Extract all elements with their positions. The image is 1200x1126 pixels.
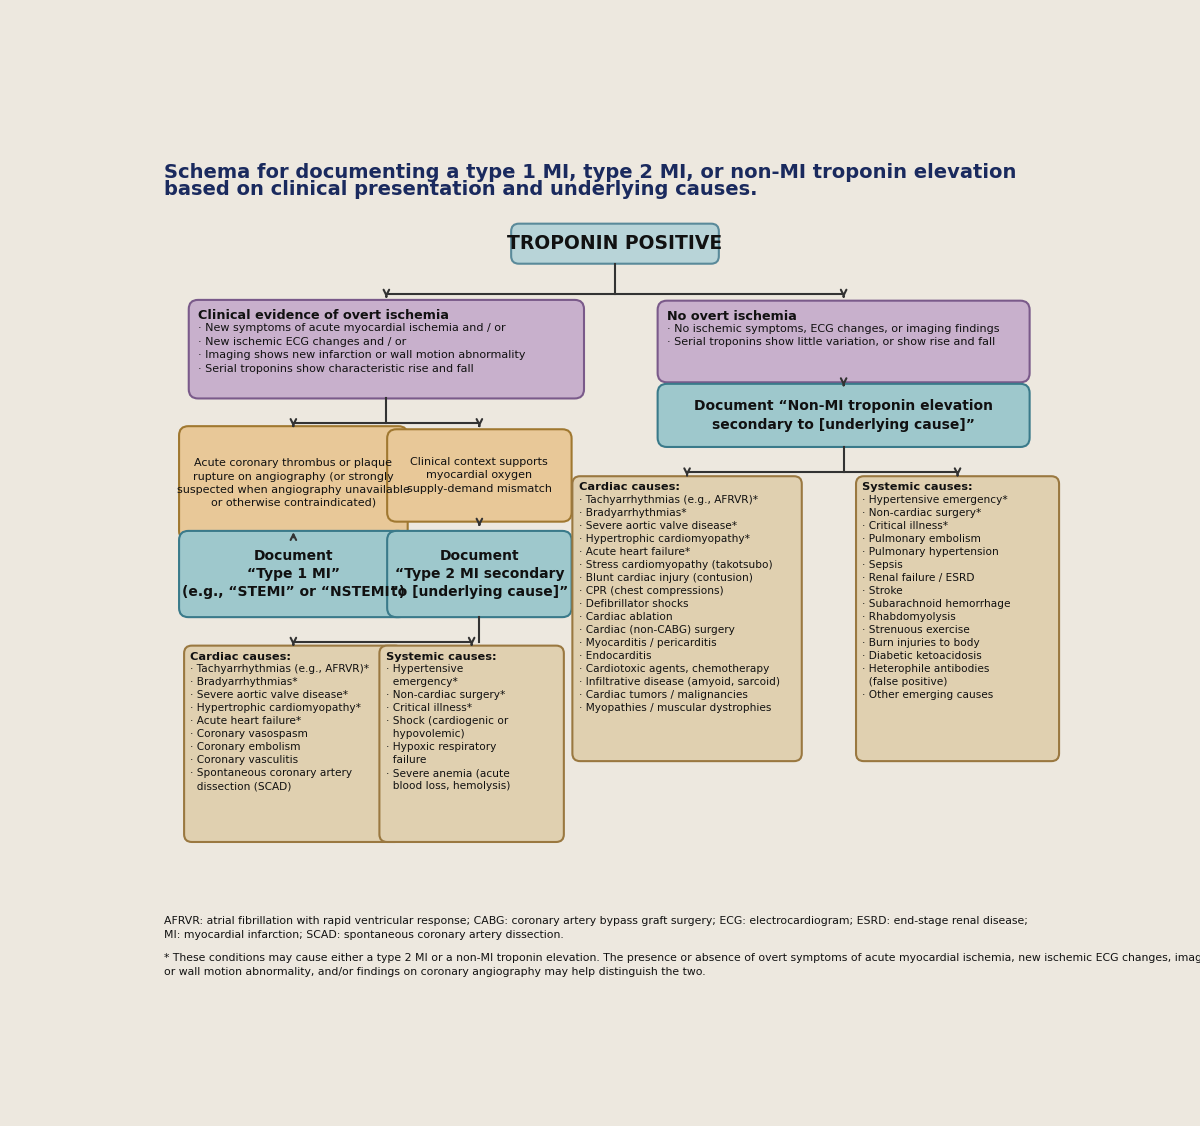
FancyBboxPatch shape (658, 384, 1030, 447)
Text: Systemic causes:: Systemic causes: (385, 652, 497, 662)
Text: · New symptoms of acute myocardial ischemia and / or
· New ischemic ECG changes : · New symptoms of acute myocardial ische… (198, 323, 526, 374)
Text: Clinical evidence of overt ischemia: Clinical evidence of overt ischemia (198, 310, 449, 322)
Text: Systemic causes:: Systemic causes: (863, 482, 973, 492)
Text: Acute coronary thrombus or plaque
rupture on angiography (or strongly
suspected : Acute coronary thrombus or plaque ruptur… (176, 458, 410, 508)
Text: Document
“Type 1 MI”
(e.g., “STEMI” or “NSTEMI”): Document “Type 1 MI” (e.g., “STEMI” or “… (182, 548, 404, 599)
FancyBboxPatch shape (856, 476, 1060, 761)
Text: AFRVR: atrial fibrillation with rapid ventricular response; CABG: coronary arter: AFRVR: atrial fibrillation with rapid ve… (164, 915, 1028, 940)
Text: Document
“Type 2 MI secondary
to [underlying cause]”: Document “Type 2 MI secondary to [underl… (391, 548, 568, 599)
FancyBboxPatch shape (179, 530, 408, 617)
FancyBboxPatch shape (184, 645, 403, 842)
FancyBboxPatch shape (572, 476, 802, 761)
Text: · Tachyarrhythmias (e.g., AFRVR)*
· Bradyarrhythmias*
· Severe aortic valve dise: · Tachyarrhythmias (e.g., AFRVR)* · Brad… (191, 664, 370, 792)
Text: · Hypertensive
  emergency*
· Non-cardiac surgery*
· Critical illness*
· Shock (: · Hypertensive emergency* · Non-cardiac … (385, 664, 510, 792)
Text: based on clinical presentation and underlying causes.: based on clinical presentation and under… (164, 180, 757, 199)
FancyBboxPatch shape (658, 301, 1030, 383)
FancyBboxPatch shape (188, 300, 584, 399)
Text: * These conditions may cause either a type 2 MI or a non-MI troponin elevation. : * These conditions may cause either a ty… (164, 953, 1200, 977)
Text: TROPONIN POSITIVE: TROPONIN POSITIVE (508, 234, 722, 253)
Text: No overt ischemia: No overt ischemia (667, 310, 797, 323)
Text: · No ischemic symptoms, ECG changes, or imaging findings
· Serial troponins show: · No ischemic symptoms, ECG changes, or … (667, 324, 1000, 347)
FancyBboxPatch shape (388, 429, 571, 521)
Text: Cardiac causes:: Cardiac causes: (578, 482, 679, 492)
FancyBboxPatch shape (179, 426, 408, 540)
Text: Schema for documenting a type 1 MI, type 2 MI, or non-MI troponin elevation: Schema for documenting a type 1 MI, type… (164, 163, 1016, 181)
Text: · Hypertensive emergency*
· Non-cardiac surgery*
· Critical illness*
· Pulmonary: · Hypertensive emergency* · Non-cardiac … (863, 494, 1010, 700)
FancyBboxPatch shape (379, 645, 564, 842)
Text: Document “Non-MI troponin elevation
secondary to [underlying cause]”: Document “Non-MI troponin elevation seco… (694, 400, 994, 431)
Text: Cardiac causes:: Cardiac causes: (191, 652, 292, 662)
FancyBboxPatch shape (388, 530, 571, 617)
Text: Clinical context supports
myocardial oxygen
supply-demand mismatch: Clinical context supports myocardial oxy… (407, 457, 552, 493)
FancyBboxPatch shape (511, 224, 719, 263)
Text: · Tachyarrhythmias (e.g., AFRVR)*
· Bradyarrhythmias*
· Severe aortic valve dise: · Tachyarrhythmias (e.g., AFRVR)* · Brad… (578, 494, 780, 714)
